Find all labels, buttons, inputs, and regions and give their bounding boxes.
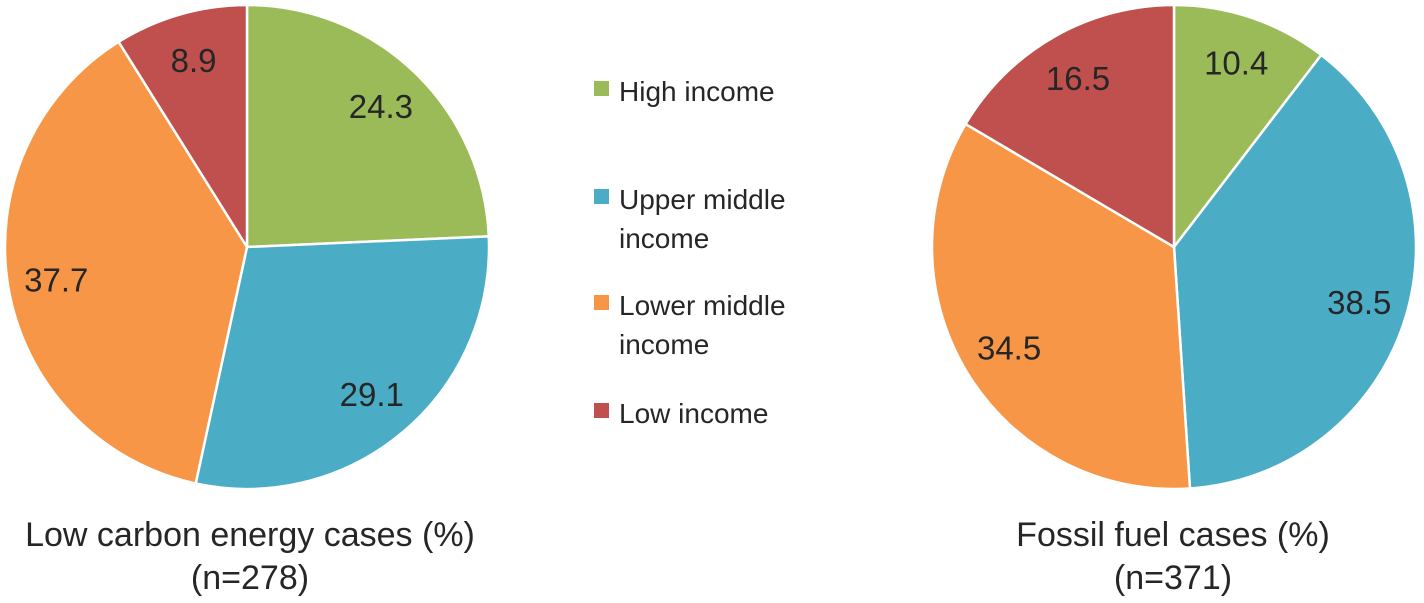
pie-chart-fossil-fuel: 10.4 38.5 34.5 16.5 [930, 3, 1418, 491]
legend-swatch-high-income-icon [594, 81, 609, 96]
right-chart-sample-size: (n=371) [1113, 559, 1233, 597]
legend-item-lower-middle-income: Lower middle income [594, 286, 824, 364]
left-chart-sample-size: (n=278) [190, 559, 310, 597]
legend-item-high-income: High income [594, 72, 824, 111]
pie-chart-low-carbon: 24.3 29.1 37.7 8.9 [3, 3, 491, 491]
legend-item-low-income: Low income [594, 394, 824, 433]
pie-value-label-low-income: 8.9 [171, 42, 217, 79]
pie-value-label-low-income: 16.5 [1046, 60, 1110, 97]
legend-item-upper-middle-income: Upper middle income [594, 180, 824, 258]
legend: High income Upper middle income Lower mi… [594, 0, 864, 490]
legend-label-lower-middle-income: Lower middle income [619, 290, 786, 360]
right-chart-caption: Fossil fuel cases (%) (n=371) [922, 514, 1424, 600]
legend-swatch-low-income-icon [594, 403, 609, 418]
right-chart-title: Fossil fuel cases (%) [1016, 516, 1330, 554]
legend-label-low-income: Low income [619, 398, 769, 429]
pie-slice-high-income [1172, 3, 1323, 249]
legend-label-high-income: High income [619, 76, 775, 107]
pie-value-label-lower-middle-income: 37.7 [24, 261, 88, 298]
left-chart-caption: Low carbon energy cases (%) (n=278) [0, 514, 500, 600]
legend-swatch-lower-middle-income-icon [594, 295, 609, 310]
legend-label-upper-middle-income: Upper middle income [619, 184, 786, 254]
pie-slice-upper-middle-income [194, 235, 491, 491]
pie-slice-low-income [964, 3, 1176, 249]
pie-value-label-upper-middle-income: 29.1 [340, 376, 404, 413]
legend-swatch-upper-middle-income-icon [594, 189, 609, 204]
pie-value-label-high-income: 24.3 [349, 88, 413, 125]
pie-value-label-high-income: 10.4 [1204, 45, 1268, 82]
pie-value-label-upper-middle-income: 38.5 [1327, 284, 1391, 321]
pie-slice-low-income [117, 3, 249, 249]
pie-slice-lower-middle-income [930, 122, 1192, 491]
pie-slice-upper-middle-income [1172, 53, 1418, 490]
pie-slice-high-income [245, 3, 491, 249]
left-chart-title: Low carbon energy cases (%) [25, 516, 475, 554]
pie-value-label-lower-middle-income: 34.5 [977, 330, 1041, 367]
